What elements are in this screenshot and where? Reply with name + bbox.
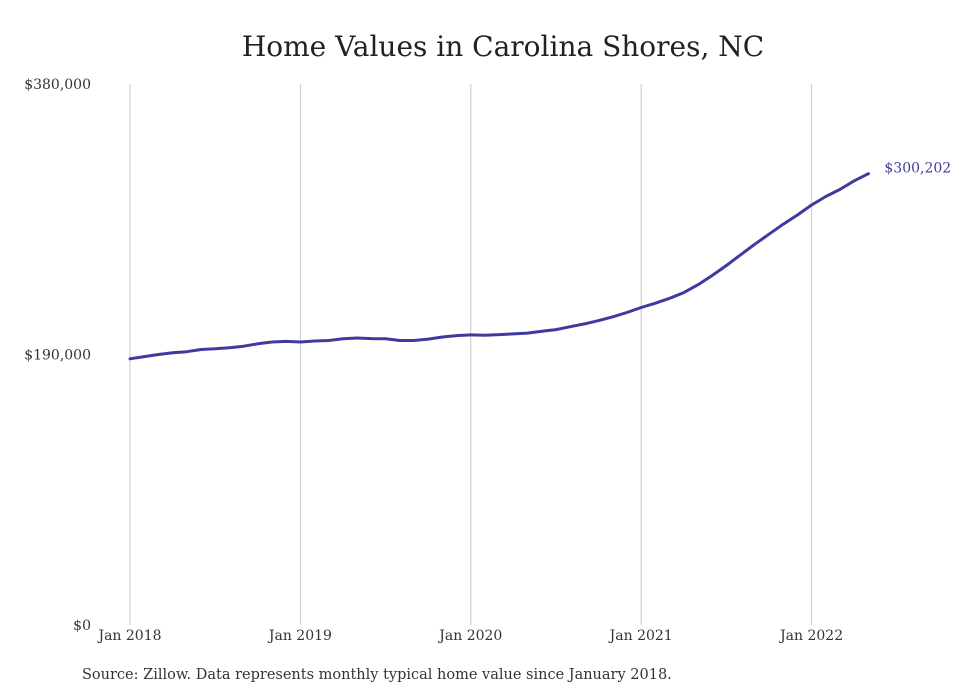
chart-title: Home Values in Carolina Shores, NC (241, 30, 765, 63)
x-tick-label: Jan 2018 (96, 628, 161, 644)
x-tick-label: Jan 2020 (437, 628, 502, 644)
x-tick-label: Jan 2019 (267, 628, 332, 644)
x-tick-label: Jan 2021 (608, 628, 673, 644)
end-value-label: $300,202 (884, 161, 951, 177)
series-line (128, 172, 870, 361)
y-tick-label: $0 (73, 618, 91, 634)
axis-labels: Jan 2018 Jan 2019 Jan 2020 Jan 2021 Jan 2022… (24, 77, 843, 644)
y-tick-label: $380,000 (24, 77, 91, 93)
y-tick-label: $190,000 (24, 348, 91, 364)
line-chart: Jan 2018 Jan 2019 Jan 2020 Jan 2021 Jan 2022… (24, 77, 951, 644)
x-tick-label: Jan 2022 (778, 628, 843, 644)
source-note: Source: Zillow. Data represents monthly … (82, 667, 672, 683)
series-layer: $300,202 (128, 161, 951, 361)
gridlines (129, 84, 813, 625)
